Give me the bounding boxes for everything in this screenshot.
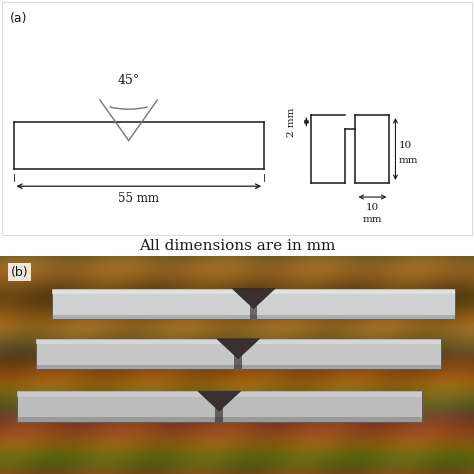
Bar <box>17 391 422 397</box>
Bar <box>52 289 455 294</box>
Text: 2 mm: 2 mm <box>287 107 296 137</box>
Bar <box>17 391 422 422</box>
Text: mm: mm <box>363 215 382 224</box>
Text: 10: 10 <box>399 141 412 150</box>
Bar <box>234 349 242 369</box>
Text: 10: 10 <box>366 203 379 212</box>
Polygon shape <box>198 391 241 411</box>
Bar <box>52 289 455 319</box>
Bar <box>36 339 441 344</box>
Text: mm: mm <box>399 156 419 165</box>
Text: 55 mm: 55 mm <box>118 192 159 205</box>
Bar <box>250 300 257 319</box>
Bar <box>215 402 223 422</box>
Text: (a): (a) <box>10 12 27 25</box>
Polygon shape <box>217 339 260 359</box>
Bar <box>36 365 441 369</box>
Polygon shape <box>232 289 275 309</box>
Bar <box>36 339 441 369</box>
Bar <box>52 315 455 319</box>
Text: (b): (b) <box>10 265 28 279</box>
Bar <box>17 417 422 422</box>
Text: 45°: 45° <box>118 74 140 87</box>
Text: All dimensions are in mm: All dimensions are in mm <box>139 239 335 254</box>
